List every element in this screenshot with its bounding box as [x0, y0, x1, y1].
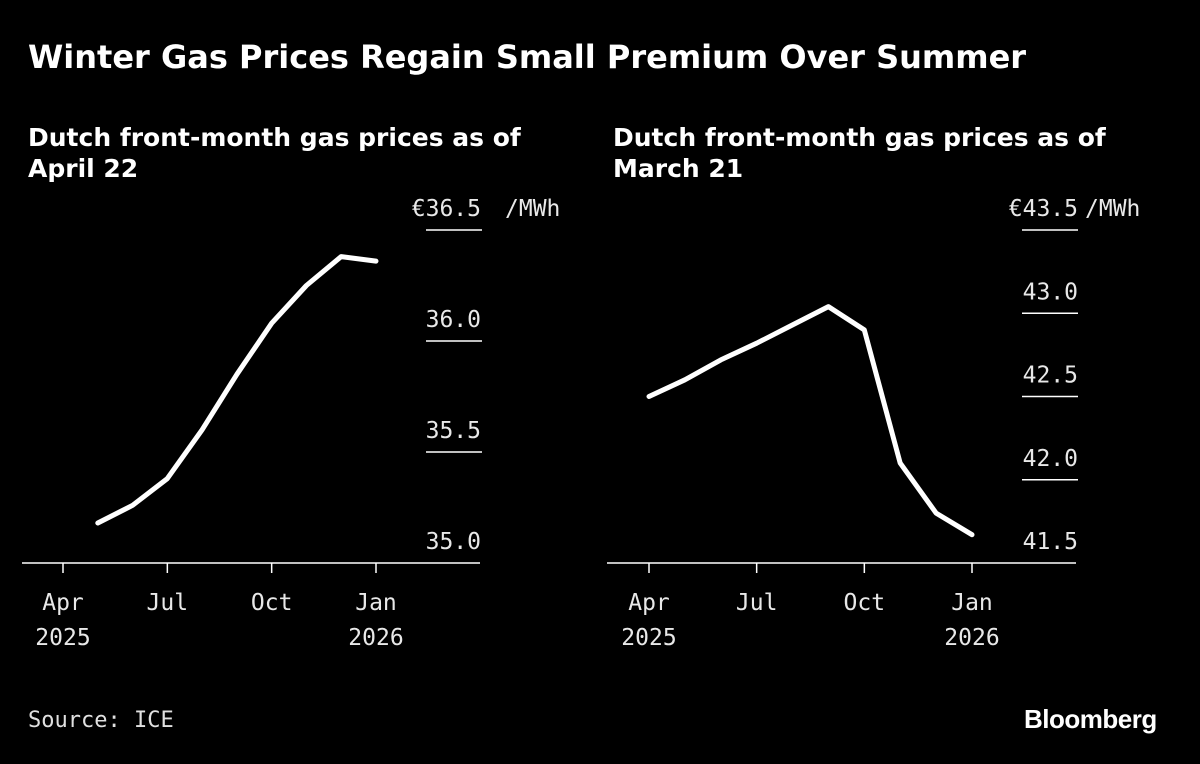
y-tick-label: 41.5: [1023, 529, 1078, 555]
x-tick-label: Jul: [147, 590, 189, 616]
unit-label: /MWh: [1085, 196, 1140, 222]
x-tick-label: Apr: [628, 590, 670, 616]
chart-title: Winter Gas Prices Regain Small Premium O…: [28, 38, 1027, 76]
x-tick-label: Apr: [42, 590, 84, 616]
y-tick-label: 42.0: [1023, 446, 1078, 472]
x-tick-label: Jan: [355, 590, 397, 616]
series-line: [95, 254, 379, 526]
unit-label: /MWh: [505, 196, 560, 222]
source-note: Source: ICE: [28, 708, 174, 733]
chart-1-subtitle: Dutch front-month gas prices as of April…: [28, 123, 521, 183]
y-tick-label: 43.0: [1023, 279, 1078, 305]
x-tick-year-label: 2025: [621, 625, 676, 651]
x-tick-label: Oct: [251, 590, 293, 616]
chart-2-subtitle: Dutch front-month gas prices as of March…: [613, 123, 1106, 183]
x-tick-label: Jan: [951, 590, 993, 616]
y-tick-label: €43.5: [1009, 196, 1078, 222]
chart-1: €36.5/MWh 36.0 35.5 35.0 Apr 2025 Jul Oct Jan 202…: [22, 196, 560, 651]
y-tick-label: €36.5: [412, 196, 481, 222]
y-tick-label: 42.5: [1023, 363, 1078, 389]
bloomberg-logo: Bloomberg: [1024, 704, 1157, 734]
x-tick-year-label: 2026: [348, 625, 403, 651]
x-tick-label: Jul: [736, 590, 778, 616]
y-tick-label: 36.0: [426, 307, 481, 333]
x-tick-label: Oct: [844, 590, 886, 616]
series-line: [646, 304, 975, 538]
y-tick-label: 35.0: [426, 529, 481, 555]
x-tick-year-label: 2025: [35, 625, 90, 651]
x-tick-year-label: 2026: [944, 625, 999, 651]
chart-2: €43.5/MWh 43.0 42.5 42.0 41.5 Apr 2025 Jul Oct Ja…: [607, 196, 1140, 651]
y-tick-label: 35.5: [426, 418, 481, 444]
